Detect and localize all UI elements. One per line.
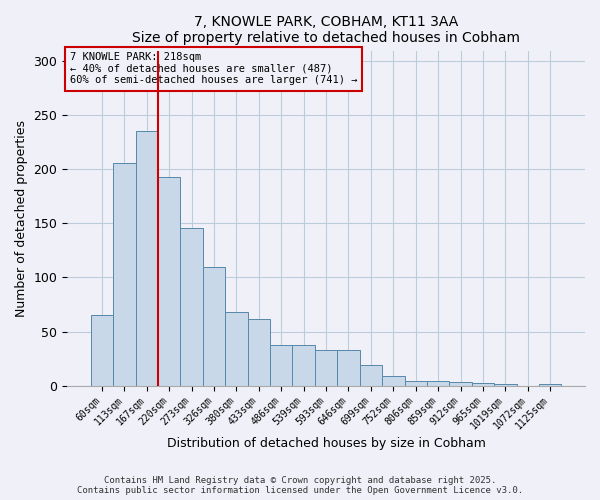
Text: 7 KNOWLE PARK: 218sqm
← 40% of detached houses are smaller (487)
60% of semi-det: 7 KNOWLE PARK: 218sqm ← 40% of detached … <box>70 52 357 86</box>
Bar <box>248 318 270 386</box>
Bar <box>404 381 427 386</box>
Bar <box>225 312 248 386</box>
Bar <box>292 344 315 386</box>
Bar <box>181 228 203 386</box>
Bar <box>360 365 382 386</box>
Bar <box>91 316 113 386</box>
Title: 7, KNOWLE PARK, COBHAM, KT11 3AA
Size of property relative to detached houses in: 7, KNOWLE PARK, COBHAM, KT11 3AA Size of… <box>132 15 520 45</box>
Bar <box>113 163 136 386</box>
Bar <box>136 130 158 386</box>
Bar <box>203 266 225 386</box>
Bar <box>315 350 337 386</box>
Bar <box>494 384 517 386</box>
Bar <box>427 381 449 386</box>
Text: Contains HM Land Registry data © Crown copyright and database right 2025.
Contai: Contains HM Land Registry data © Crown c… <box>77 476 523 495</box>
Bar <box>337 350 360 386</box>
Bar <box>270 344 292 386</box>
X-axis label: Distribution of detached houses by size in Cobham: Distribution of detached houses by size … <box>167 437 485 450</box>
Bar <box>158 177 181 386</box>
Bar <box>472 384 494 386</box>
Bar <box>449 382 472 386</box>
Bar <box>539 384 562 386</box>
Bar <box>382 376 404 386</box>
Y-axis label: Number of detached properties: Number of detached properties <box>15 120 28 316</box>
